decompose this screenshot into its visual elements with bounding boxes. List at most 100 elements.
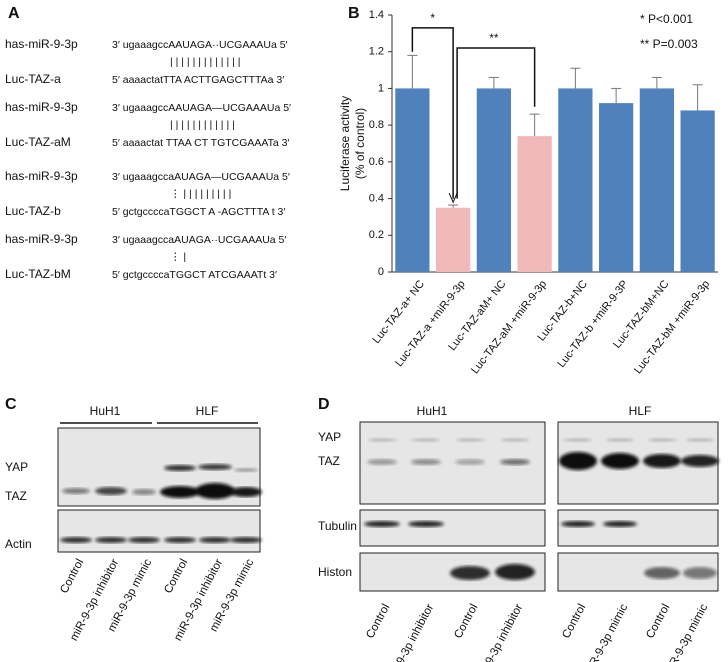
- panel-label: C: [5, 396, 17, 413]
- y-tick-label: 0.8: [369, 119, 384, 131]
- blot-band: [198, 464, 232, 470]
- blot-band: [606, 438, 634, 442]
- target-seq: 5′ aaaactat TTAA CT TGTCGAAATa 3′: [112, 137, 289, 149]
- blot-band: [364, 521, 400, 527]
- y-tick-label: 0.2: [369, 229, 384, 241]
- bar: [558, 88, 593, 272]
- mirna-name: has-miR-9-3p: [5, 169, 78, 183]
- target-name: Luc-TAZ-bM: [5, 267, 71, 281]
- lane-label: Control: [364, 602, 392, 640]
- panel-label: A: [8, 5, 20, 22]
- mirna-name: has-miR-9-3p: [5, 37, 78, 51]
- blot-band: [195, 483, 235, 499]
- blot-band: [450, 566, 490, 580]
- panel-label: D: [318, 396, 330, 413]
- mirna-name: has-miR-9-3p: [5, 232, 78, 246]
- y-tick-label: 1: [378, 82, 384, 94]
- blot-frame: [557, 509, 719, 547]
- row-label: TAZ: [318, 454, 340, 468]
- mirna-seq: 3′ ugaaagccAAUAGA—UCGAAAUa 5′: [112, 102, 291, 114]
- blot-band: [160, 486, 200, 498]
- lane-label: miR-9-3p inhibitor: [383, 602, 436, 662]
- blot-band: [408, 521, 444, 527]
- lane-label: Control: [560, 602, 588, 640]
- bar: [476, 88, 511, 272]
- x-tick-label: Luc-TAZ-aM +miR-9-3p: [469, 278, 549, 376]
- blot-band: [561, 521, 595, 527]
- mirna-name: has-miR-9-3p: [5, 100, 78, 114]
- blot-band: [95, 487, 127, 495]
- blot-band: [501, 438, 529, 442]
- arrow: [448, 192, 458, 204]
- p-value-note: * P<0.001: [640, 12, 693, 26]
- blot-band: [681, 455, 719, 467]
- bar: [599, 103, 634, 272]
- blot-frame: [57, 509, 261, 553]
- blot-band: [456, 438, 484, 442]
- y-axis-label: (% of control): [353, 108, 367, 179]
- lane-label: Control: [58, 557, 86, 595]
- blot-band: [564, 438, 592, 442]
- blot-band: [230, 537, 262, 543]
- lane-label: miR-9-3p mimic: [582, 602, 631, 662]
- pairing: ⋮ | | | | | | | | |: [170, 188, 231, 200]
- blot-band: [411, 459, 441, 465]
- row-label: Histon: [318, 565, 352, 579]
- blot-band: [164, 465, 196, 471]
- y-tick-label: 0.6: [369, 156, 384, 168]
- blot-band: [601, 453, 639, 469]
- blot-band: [603, 521, 637, 527]
- blot-band: [95, 537, 127, 543]
- y-tick-label: 0.4: [369, 192, 384, 204]
- blot-band: [199, 537, 231, 543]
- target-name: Luc-TAZ-aM: [5, 135, 71, 149]
- row-label: TAZ: [5, 489, 27, 503]
- pairing: | | | | | | | | | | | | |: [170, 56, 240, 68]
- mirna-seq: 3′ ugaaagccAAUAGA··UCGAAAUa 5′: [112, 39, 288, 51]
- blot-frame: [359, 509, 546, 547]
- pairing: | | | | | | | | | | | |: [170, 119, 235, 131]
- row-label: Actin: [5, 537, 32, 551]
- blot-band: [132, 489, 156, 495]
- x-tick-label: Luc-TAZ-b +miR-9-3P: [555, 278, 630, 370]
- bar: [436, 207, 471, 272]
- blot-band: [683, 567, 717, 579]
- panel-label: B: [348, 5, 360, 22]
- target-name: Luc-TAZ-b: [5, 204, 61, 218]
- blot-band: [60, 537, 92, 543]
- target-seq: 5′ aaaactatTTA ACTTGAGCTTTAa 3′: [112, 74, 284, 86]
- x-tick-label: Luc-TAZ-a +miR-9-3p: [393, 278, 468, 369]
- group-label: HLF: [196, 404, 219, 418]
- row-label: YAP: [318, 430, 341, 444]
- bar: [395, 88, 430, 272]
- target-seq: 5′ gctgccccaTGGCT ATCGAAATt 3′: [112, 269, 277, 281]
- row-label: Tubulin: [318, 519, 357, 533]
- group-label: HuH1: [90, 404, 121, 418]
- target-seq: 5′ gctgccccaTGGCT A -AGCTTTA t 3′: [112, 206, 285, 218]
- group-label: HLF: [629, 404, 652, 418]
- y-tick-label: 1.2: [369, 46, 384, 58]
- blot-band: [455, 459, 485, 465]
- y-tick-label: 1.4: [369, 9, 384, 21]
- mirna-seq: 3′ ugaaagccaAUAGA—UCGAAAUa 5′: [112, 171, 290, 183]
- mirna-seq: 3′ ugaaagccaAUAGA··UCGAAAUa 5′: [112, 234, 286, 246]
- lane-label: Control: [452, 602, 480, 640]
- p-value-note: ** P=0.003: [640, 37, 698, 51]
- blot-band: [230, 487, 262, 497]
- sig-bracket: [411, 27, 454, 199]
- sig-bracket: [456, 47, 536, 199]
- blot-band: [644, 567, 680, 579]
- bar: [639, 88, 674, 272]
- blot-band: [648, 438, 676, 442]
- y-tick-label: 0: [378, 266, 384, 278]
- lane-label: Control: [162, 557, 190, 595]
- blot-band: [368, 438, 396, 442]
- target-name: Luc-TAZ-a: [5, 72, 61, 86]
- bar: [517, 136, 552, 272]
- lane-label: Control: [644, 602, 672, 640]
- blot-band: [128, 537, 160, 543]
- lane-label: miR-9-3p inhibitor: [472, 602, 525, 662]
- y-axis-label: Luciferase activity: [338, 96, 352, 191]
